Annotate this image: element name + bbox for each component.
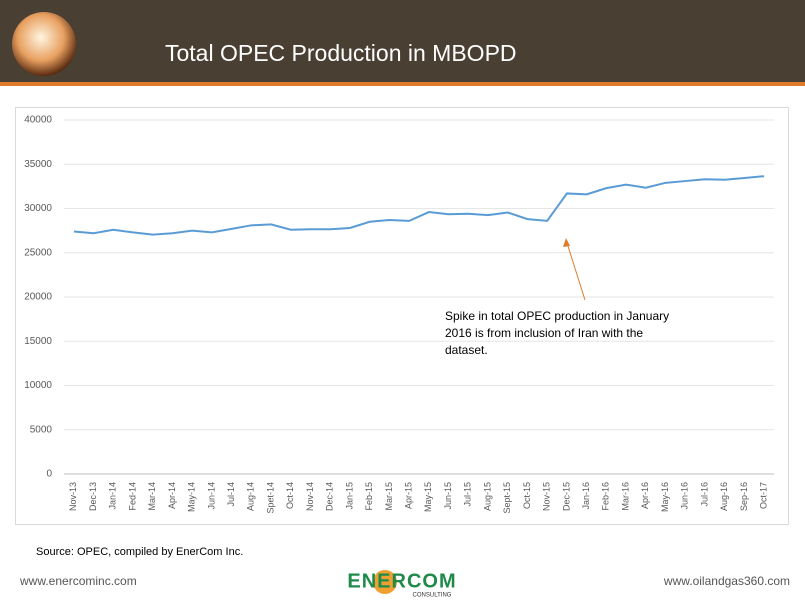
annotation: Spike in total OPEC production in Januar…: [445, 309, 669, 323]
chart-frame: [15, 107, 789, 525]
series-line: [73, 175, 765, 236]
x-tick-label: Spet-14: [265, 482, 275, 514]
x-tick-label: Jan-15: [344, 482, 354, 510]
x-tick-label: Jun-15: [443, 482, 453, 510]
x-tick-label: Aug-16: [719, 482, 729, 511]
x-tick-label: Mar-14: [147, 482, 157, 511]
footer-logo-sun: [373, 570, 397, 594]
y-tick-label: 35000: [24, 159, 52, 170]
header-logo: [12, 12, 76, 76]
y-tick-label: 5000: [30, 424, 53, 435]
x-tick-label: Jun-16: [680, 482, 690, 510]
x-tick-label: May-16: [660, 482, 670, 512]
x-tick-label: Nov-14: [305, 482, 315, 511]
footer-logo: ENERCOM: [347, 570, 456, 592]
x-tick-label: Dec-14: [325, 482, 335, 511]
x-tick-label: Apr-14: [167, 482, 177, 509]
slide-title: Total OPEC Production in MBOPD: [165, 40, 517, 66]
x-tick-label: Jan-14: [108, 482, 118, 510]
y-tick-label: 30000: [24, 203, 52, 214]
source-note: Source: OPEC, compiled by EnerCom Inc.: [36, 546, 243, 558]
x-tick-label: Jul-15: [463, 482, 473, 507]
x-tick-label: Jan-16: [581, 482, 591, 510]
x-tick-label: May-15: [423, 482, 433, 512]
y-tick-label: 20000: [24, 292, 52, 303]
x-tick-label: Oct-17: [759, 482, 769, 509]
x-tick-label: Feb-15: [364, 482, 374, 511]
x-tick-label: Aug-15: [482, 482, 492, 511]
footer-right: www.oilandgas360.com: [663, 574, 790, 588]
y-tick-label: 10000: [24, 380, 52, 391]
x-tick-label: Dec-13: [88, 482, 98, 511]
footer-logo-sub: CONSULTING: [413, 593, 452, 599]
x-tick-label: Nov-15: [542, 482, 552, 511]
annotation-arrowhead: [563, 238, 570, 247]
x-tick-label: Dec-15: [561, 482, 571, 511]
footer-left: www.enercominc.com: [19, 574, 137, 588]
x-tick-label: Nov-13: [68, 482, 78, 511]
plot: 0 5000 10000 15000 20000 25000 30000 35000 40000…: [24, 115, 774, 514]
x-tick-label: Jun-14: [206, 482, 216, 510]
x-tick-label: Sept-15: [502, 482, 512, 514]
header-rule: [0, 82, 805, 86]
annotation-arrow: [566, 242, 586, 301]
x-tick-label: Mar-15: [384, 482, 394, 511]
x-tick-label: Feb-16: [601, 482, 611, 511]
x-tick-label: May-14: [187, 482, 197, 512]
x-tick-label: Oct-15: [522, 482, 532, 509]
x-tick-label: Apr-15: [404, 482, 414, 509]
x-tick-label: Jul-16: [699, 482, 709, 507]
x-tick-label: Oct-14: [285, 482, 295, 509]
y-tick-label: 25000: [24, 247, 52, 258]
annotation: dataset.: [445, 343, 488, 357]
y-tick-label: 15000: [24, 336, 52, 347]
y-tick-label: 40000: [24, 115, 52, 126]
y-tick-label: 0: [46, 469, 52, 480]
x-tick-label: Sep-16: [739, 482, 749, 511]
x-tick-label: Mar-16: [620, 482, 630, 511]
x-tick-label: Fed-14: [127, 482, 137, 511]
annotation: 2016 is from inclusion of Iran with the: [445, 326, 643, 340]
x-tick-label: Aug-14: [246, 482, 256, 511]
header-band: [0, 0, 805, 82]
x-tick-label: Jul-14: [226, 482, 236, 507]
x-tick-label: Apr-16: [640, 482, 650, 509]
